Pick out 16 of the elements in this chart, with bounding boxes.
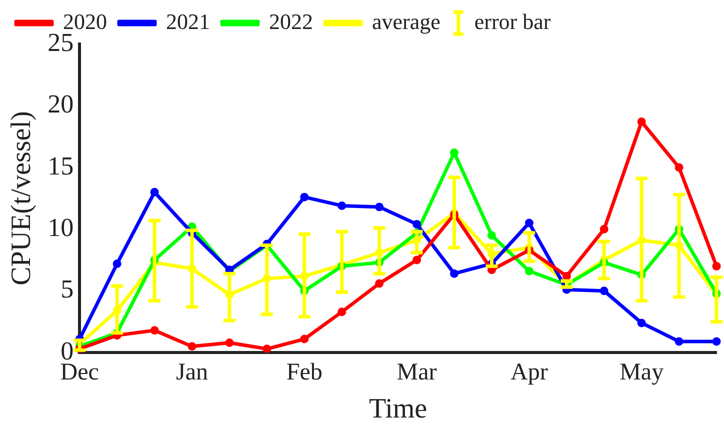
y-tick-label: 15: [48, 151, 74, 180]
x-tick-label: Feb: [286, 359, 322, 386]
legend-label: 2022: [269, 8, 313, 34]
text: error bar: [474, 8, 552, 34]
y-tick-label: 10: [48, 212, 74, 242]
x-tick-label: Apr: [510, 359, 548, 386]
legend-label: 2021: [166, 8, 210, 34]
y-tick-label: 5: [60, 274, 74, 304]
y-axis-title: CPUE(t/vessel): [6, 111, 38, 286]
x-axis-title: Time: [368, 394, 428, 425]
x-tick-label: Dec: [60, 359, 99, 386]
legend-label: average: [372, 8, 440, 34]
x-tick-label: Jan: [176, 359, 208, 386]
x-tick-label: Mar: [396, 359, 437, 386]
y-tick-label: 20: [48, 90, 74, 119]
x-tick-label: May: [620, 359, 664, 386]
